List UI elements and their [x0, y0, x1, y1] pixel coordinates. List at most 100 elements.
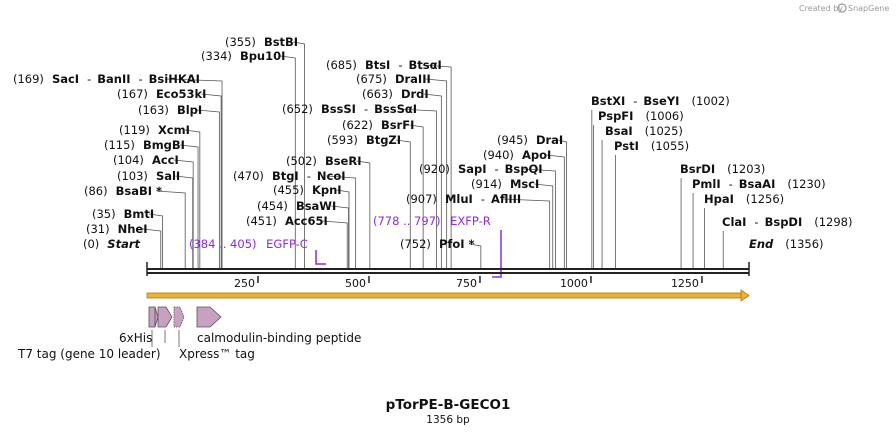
feature-6xhis-shape	[157, 306, 173, 328]
site-label-kpni: (455) KpnI	[273, 183, 342, 197]
site-label-drdi: (663) DrdI	[362, 87, 429, 101]
svg-text:(778 .. 797) EXFP-R: (778 .. 797) EXFP-R	[373, 214, 491, 228]
site-draiii[interactable]: (675) DraIII	[356, 72, 431, 86]
site-pfoi[interactable]: (752) PfoI *	[400, 237, 475, 251]
site-btgzi[interactable]: (593) BtgZI	[327, 133, 401, 147]
primer-exfp-r-name: EXFP-R	[450, 214, 491, 228]
site-leader-bstbi	[293, 41, 306, 268]
site-leader-bsabi	[157, 190, 186, 268]
site-end[interactable]: End (1356)	[749, 237, 824, 251]
site-sali[interactable]: (103) SalI	[117, 169, 180, 183]
site-leader-btsi	[422, 64, 452, 268]
feature-cbp-shape	[196, 306, 222, 328]
feature-t7-tag[interactable]	[148, 306, 159, 328]
site-label-pspfi: PspFI (1006)	[598, 109, 684, 123]
site-label-drai: (945) DraI	[497, 133, 563, 147]
site-kpni[interactable]: (455) KpnI	[273, 183, 342, 197]
site-leader-sapi	[523, 168, 556, 268]
site-drdi[interactable]: (663) DrdI	[362, 87, 429, 101]
site-label-start: (0) Start	[83, 237, 141, 251]
site-bstxi[interactable]: BstXI - BseYI (1002)	[591, 94, 730, 108]
site-acci[interactable]: (104) AccI	[113, 153, 179, 167]
feature-xpress-tag-shape	[173, 306, 185, 328]
site-label-eco53ki: (167) Eco53kI	[117, 87, 206, 101]
site-bsrdi[interactable]: BsrDI (1203)	[680, 162, 765, 176]
site-label-bsrdi: BsrDI (1203)	[680, 162, 765, 176]
site-drai[interactable]: (945) DraI	[497, 133, 563, 147]
site-msci[interactable]: (914) MscI	[471, 177, 539, 191]
site-leader-bmti	[149, 213, 163, 268]
site-label-bsssi: (652) BssSI - BssSαI	[282, 102, 417, 116]
site-label-xcmi: (119) XcmI	[119, 123, 190, 137]
primer-egfp-c[interactable]: (384 .. 405) EGFP-C	[189, 237, 326, 265]
site-bpu10i[interactable]: (334) Bpu10I	[201, 49, 285, 63]
site-nhei[interactable]: (31) NheI	[86, 222, 148, 236]
site-bsawi[interactable]: (454) BsaWI	[257, 199, 336, 213]
plasmid-name: pTorPE-B-GECO1	[386, 397, 511, 413]
watermark-created-by: Created by	[799, 4, 843, 13]
feature-xpress-tag[interactable]	[173, 306, 185, 328]
feature-t7-tag-shape	[148, 306, 156, 328]
site-bsai[interactable]: BsaI (1025)	[605, 124, 683, 138]
site-leader-msci	[534, 183, 554, 268]
primer-exfp-r[interactable]: (778 .. 797) EXFP-R	[373, 214, 502, 278]
site-label-draiii: (675) DraIII	[356, 72, 431, 86]
map-title: pTorPE-B-GECO1 1356 bp	[386, 397, 511, 426]
site-label-bsawi: (454) BsaWI	[257, 199, 336, 213]
feature-6xhis[interactable]	[157, 306, 173, 328]
ruler-tick-label: 250	[234, 277, 255, 290]
site-btsi[interactable]: (685) BtsI - BtsαI	[326, 58, 442, 72]
feature-t7-tag-label: T7 tag (gene 10 leader)	[17, 347, 161, 361]
site-leader-btgzi	[396, 139, 411, 268]
site-sapi[interactable]: (920) SapI - BspQI	[419, 162, 543, 176]
site-label-saci: (169) SacI - BanII - BsiHKAI	[13, 72, 200, 86]
site-leader-mlui	[502, 198, 551, 268]
site-bmti[interactable]: (35) BmtI	[92, 207, 154, 221]
orf-arrow[interactable]	[146, 289, 750, 302]
site-saci[interactable]: (169) SacI - BanII - BsiHKAI	[13, 72, 200, 86]
feature-calmodulin-binding-peptide[interactable]	[196, 306, 222, 328]
site-label-pfoi: (752) PfoI *	[400, 237, 475, 251]
site-pspfi[interactable]: PspFI (1006)	[598, 109, 684, 123]
site-blpi[interactable]: (163) BlpI	[138, 103, 202, 117]
site-hpai[interactable]: HpaI (1256)	[704, 192, 784, 206]
snapgene-logo-icon	[837, 3, 847, 13]
site-eco53ki[interactable]: (167) Eco53kI	[117, 87, 206, 101]
site-acc65i[interactable]: (451) Acc65I	[246, 214, 328, 228]
ruler-tick-label: 1250	[671, 277, 699, 290]
site-bsabi[interactable]: (86) BsaBI *	[84, 184, 162, 198]
site-leader-acc65i	[322, 220, 348, 268]
site-label-acc65i: (451) Acc65I	[246, 214, 328, 228]
site-xcmi[interactable]: (119) XcmI	[119, 123, 190, 137]
site-label-bsrfi: (622) BsrFI	[342, 118, 414, 132]
svg-text:(384 .. 405) EGFP-C: (384 .. 405) EGFP-C	[189, 237, 308, 251]
site-apoi[interactable]: (940) ApoI	[483, 148, 551, 162]
site-bmgbi[interactable]: (115) BmgBI	[104, 138, 185, 152]
site-start[interactable]: (0) Start	[83, 237, 141, 251]
site-bstbi[interactable]: (355) BstBI	[225, 35, 298, 49]
site-leader-sali	[175, 175, 194, 268]
site-leader-draiii	[425, 78, 448, 268]
site-pmli[interactable]: PmlI - BsaAI (1230)	[692, 177, 826, 191]
site-label-apoi: (940) ApoI	[483, 148, 551, 162]
site-label-psti: PstI (1055)	[614, 139, 689, 153]
site-bseri[interactable]: (502) BseRI	[286, 154, 361, 168]
site-leader-saci	[166, 78, 223, 268]
site-label-blpi: (163) BlpI	[138, 103, 202, 117]
site-leader-acci	[173, 159, 194, 268]
site-bsrfi[interactable]: (622) BsrFI	[342, 118, 414, 132]
site-leader-blpi	[197, 109, 220, 268]
site-leader-drdi	[423, 93, 442, 268]
site-leader-kpni	[336, 189, 350, 268]
site-bsssi[interactable]: (652) BssSI - BssSαI	[282, 102, 417, 116]
feature-6xhis-label: 6xHis	[119, 331, 152, 345]
site-clai[interactable]: ClaI - BspDI (1298)	[722, 215, 853, 229]
site-mlui[interactable]: (907) MluI - AflIII	[406, 192, 521, 206]
primer-egfp-c-arrow	[315, 250, 326, 265]
site-label-end: End (1356)	[749, 237, 824, 251]
site-psti[interactable]: PstI (1055)	[614, 139, 689, 153]
site-label-pmli: PmlI - BsaAI (1230)	[692, 177, 826, 191]
site-btgi[interactable]: (470) BtgI - NcoI	[233, 169, 346, 183]
